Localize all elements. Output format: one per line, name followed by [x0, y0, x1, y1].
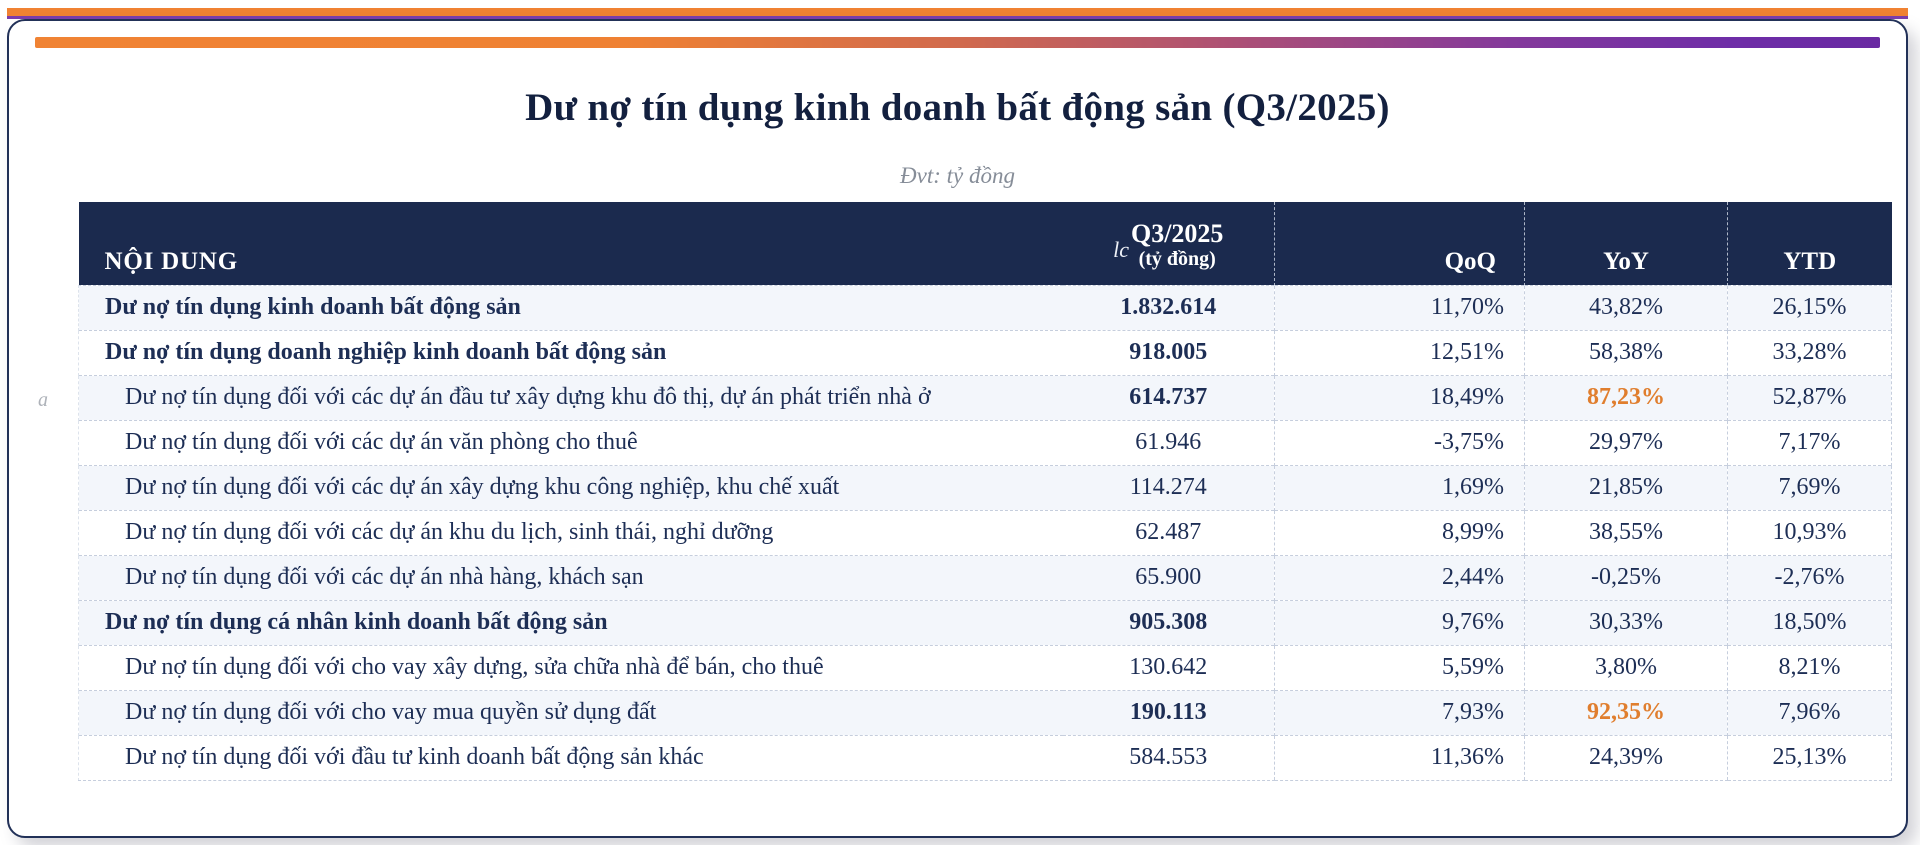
page-title: Dư nợ tín dụng kinh doanh bất động sản (…	[525, 86, 1390, 129]
row-label: Dư nợ tín dụng cá nhân kinh doanh bất độ…	[78, 599, 1063, 645]
yoy-value: 58,38%	[1524, 329, 1728, 375]
col-header-qoq: QoQ	[1274, 202, 1525, 285]
table-row: Dư nợ tín dụng đối với đầu tư kinh doanh…	[78, 734, 1892, 781]
gradient-accent-bar	[35, 37, 1880, 48]
col-header-yoy: YoY	[1524, 202, 1728, 285]
watermark-lc-text: lc	[1113, 237, 1129, 263]
ytd-value: 33,28%	[1727, 329, 1892, 375]
yoy-value: 3,80%	[1524, 644, 1728, 690]
qoq-value: 11,36%	[1274, 734, 1525, 781]
yoy-value: 21,85%	[1524, 464, 1728, 510]
table-row: Dư nợ tín dụng đối với cho vay mua quyền…	[78, 689, 1892, 735]
col-header-q3-label: Q3/2025	[1130, 218, 1224, 248]
top-accent-bar-purple	[7, 16, 1908, 19]
q3-value: 65.900	[1062, 554, 1275, 600]
q3-value: 905.308	[1062, 599, 1275, 645]
table-row: Dư nợ tín dụng đối với các dự án nhà hàn…	[78, 554, 1892, 600]
row-label: Dư nợ tín dụng đối với các dự án văn phò…	[78, 419, 1063, 465]
ytd-value: 7,69%	[1727, 464, 1892, 510]
col-header-noi-dung: NỘI DUNG	[78, 202, 1063, 285]
yoy-value: 24,39%	[1524, 734, 1728, 781]
row-label: Dư nợ tín dụng đối với đầu tư kinh doanh…	[78, 734, 1063, 781]
row-label: Dư nợ tín dụng đối với các dự án đầu tư …	[78, 374, 1063, 420]
table-row: Dư nợ tín dụng đối với cho vay xây dựng,…	[78, 644, 1892, 690]
q3-value: 61.946	[1062, 419, 1275, 465]
q3-value: 918.005	[1062, 329, 1275, 375]
qoq-value: 18,49%	[1274, 374, 1525, 420]
qoq-value: 11,70%	[1274, 284, 1525, 330]
q3-value: 62.487	[1062, 509, 1275, 555]
top-accent-bar-orange	[7, 8, 1908, 16]
q3-value: 1.832.614	[1062, 284, 1275, 330]
row-label: Dư nợ tín dụng đối với các dự án nhà hàn…	[78, 554, 1063, 600]
table-row: Dư nợ tín dụng đối với các dự án khu du …	[78, 509, 1892, 555]
qoq-value: 9,76%	[1274, 599, 1525, 645]
yoy-value: 30,33%	[1524, 599, 1728, 645]
qoq-value: 5,59%	[1274, 644, 1525, 690]
header-row: NỘI DUNG lc Q3/2025 (tỷ đồng) QoQ YoY YT…	[78, 202, 1892, 285]
row-label: Dư nợ tín dụng doanh nghiệp kinh doanh b…	[78, 329, 1063, 375]
yoy-value: -0,25%	[1524, 554, 1728, 600]
ytd-value: 7,96%	[1727, 689, 1892, 735]
table-row: Dư nợ tín dụng đối với các dự án văn phò…	[78, 419, 1892, 465]
yoy-value: 38,55%	[1524, 509, 1728, 555]
content-card: Dư nợ tín dụng kinh doanh bất động sản (…	[7, 19, 1908, 838]
stray-watermark-mark: a	[38, 389, 48, 411]
row-label: Dư nợ tín dụng kinh doanh bất động sản	[78, 284, 1063, 330]
table-row: Dư nợ tín dụng đối với các dự án xây dựn…	[78, 464, 1892, 510]
yoy-value: 29,97%	[1524, 419, 1728, 465]
row-label: Dư nợ tín dụng đối với các dự án khu du …	[78, 509, 1063, 555]
q3-value: 584.553	[1062, 734, 1275, 781]
row-label: Dư nợ tín dụng đối với các dự án xây dựn…	[78, 464, 1063, 510]
ytd-value: 8,21%	[1727, 644, 1892, 690]
ytd-value: 26,15%	[1727, 284, 1892, 330]
col-header-q3-unit: (tỷ đồng)	[1138, 247, 1216, 270]
yoy-value: 92,35%	[1524, 689, 1728, 735]
q3-value: 190.113	[1062, 689, 1275, 735]
table-row: Dư nợ tín dụng doanh nghiệp kinh doanh b…	[78, 329, 1892, 375]
yoy-value: 87,23%	[1524, 374, 1728, 420]
qoq-value: 2,44%	[1274, 554, 1525, 600]
table-row: Dư nợ tín dụng cá nhân kinh doanh bất độ…	[78, 599, 1892, 645]
ytd-value: 7,17%	[1727, 419, 1892, 465]
table-row: Dư nợ tín dụng kinh doanh bất động sản 1.…	[78, 284, 1892, 330]
ytd-value: 10,93%	[1727, 509, 1892, 555]
qoq-value: -3,75%	[1274, 419, 1525, 465]
ytd-value: -2,76%	[1727, 554, 1892, 600]
q3-value: 130.642	[1062, 644, 1275, 690]
q3-value: 114.274	[1062, 464, 1275, 510]
qoq-value: 8,99%	[1274, 509, 1525, 555]
row-label: Dư nợ tín dụng đối với cho vay xây dựng,…	[78, 644, 1063, 690]
q3-value: 614.737	[1062, 374, 1275, 420]
ytd-value: 52,87%	[1727, 374, 1892, 420]
ytd-value: 18,50%	[1727, 599, 1892, 645]
qoq-value: 12,51%	[1274, 329, 1525, 375]
table-body: Dư nợ tín dụng kinh doanh bất động sản 1.…	[78, 284, 1892, 781]
yoy-value: 43,82%	[1524, 284, 1728, 330]
row-label: Dư nợ tín dụng đối với cho vay mua quyền…	[78, 689, 1063, 735]
credit-table: NỘI DUNG lc Q3/2025 (tỷ đồng) QoQ YoY YT…	[78, 202, 1892, 781]
ytd-value: 25,13%	[1727, 734, 1892, 781]
table-header: NỘI DUNG lc Q3/2025 (tỷ đồng) QoQ YoY YT…	[78, 202, 1892, 285]
col-header-q3-2025: lc Q3/2025 (tỷ đồng)	[1062, 202, 1275, 285]
qoq-value: 7,93%	[1274, 689, 1525, 735]
table-row: Dư nợ tín dụng đối với các dự án đầu tư …	[78, 374, 1892, 420]
qoq-value: 1,69%	[1274, 464, 1525, 510]
unit-note: Đvt: tỷ đồng	[900, 163, 1015, 188]
col-header-ytd: YTD	[1727, 202, 1892, 285]
